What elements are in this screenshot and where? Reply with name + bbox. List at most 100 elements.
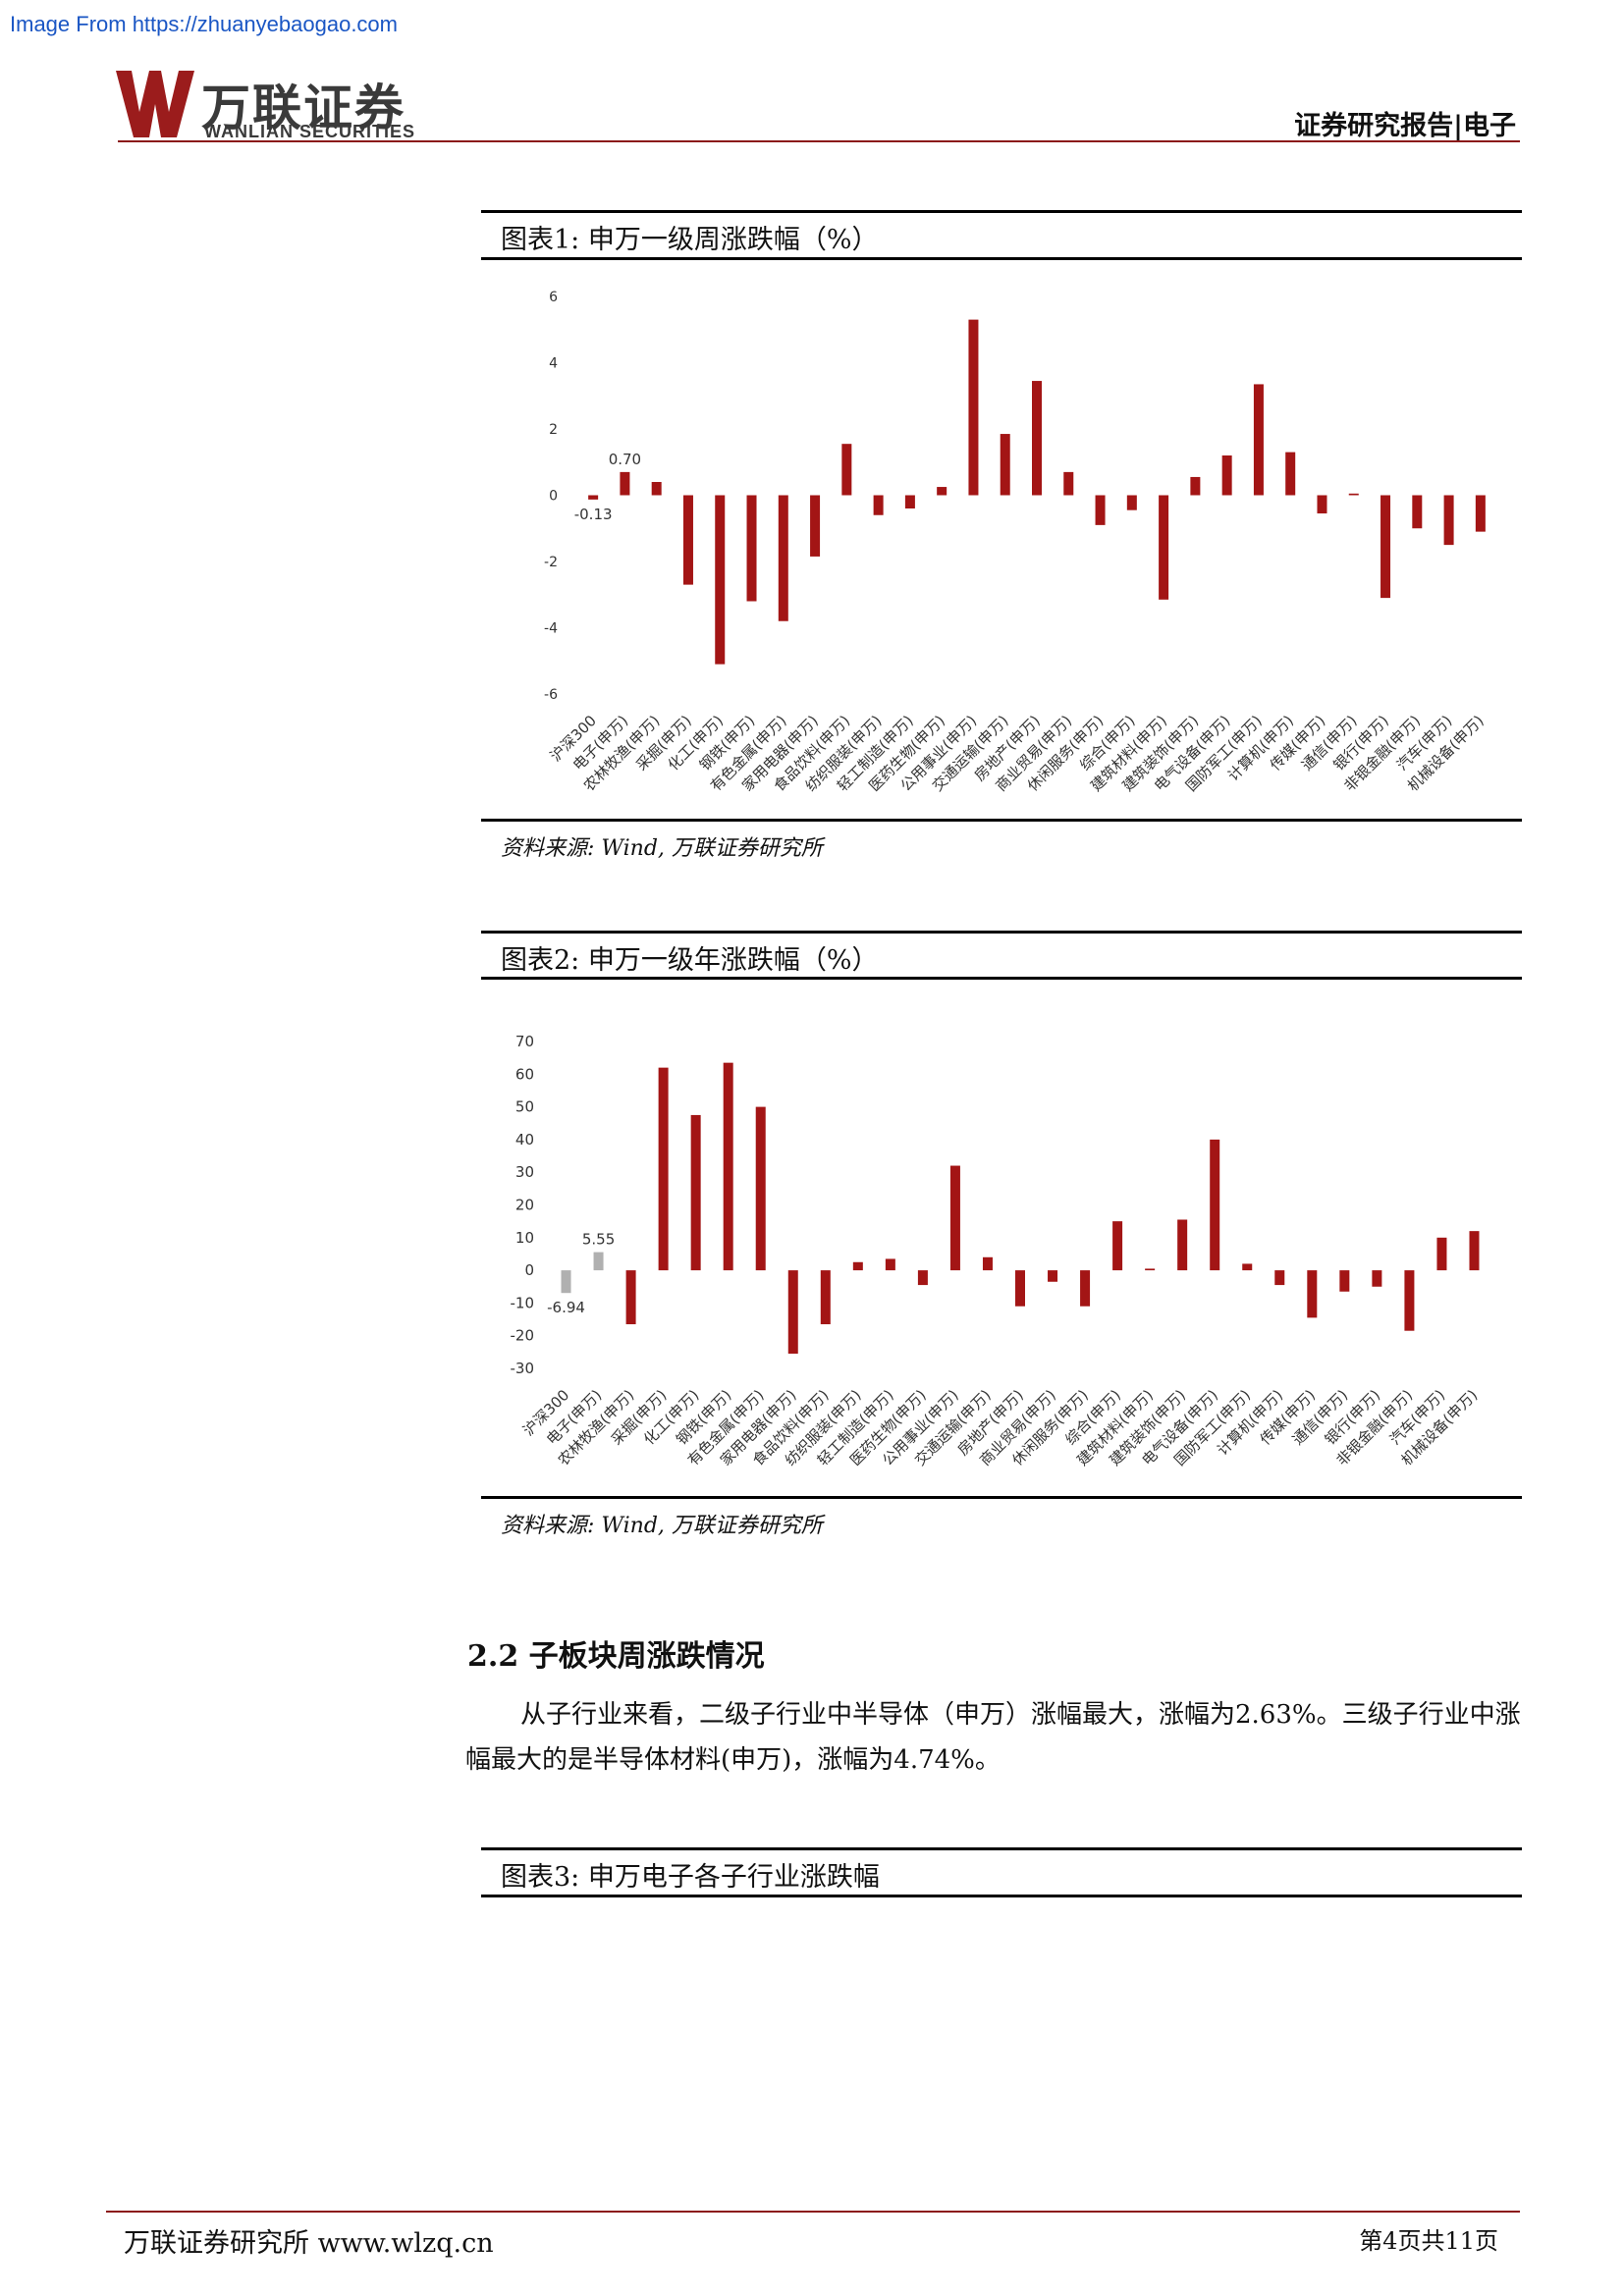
bar bbox=[1126, 495, 1137, 510]
bar bbox=[852, 1261, 863, 1271]
figure-1-title-rule bbox=[481, 257, 1522, 260]
y-tick-label: 6 bbox=[549, 290, 558, 305]
bar bbox=[873, 495, 884, 515]
y-tick-label: -10 bbox=[511, 1294, 535, 1311]
bar bbox=[1210, 1139, 1220, 1271]
y-tick-label: 70 bbox=[515, 1033, 534, 1050]
bar bbox=[593, 1252, 604, 1271]
bar bbox=[1372, 1270, 1382, 1287]
bar bbox=[723, 1062, 733, 1271]
bar bbox=[755, 1106, 766, 1271]
y-tick-label: 20 bbox=[515, 1197, 534, 1214]
logo-chinese-name: 万联证券 bbox=[201, 80, 406, 136]
report-tag: 证券研究报告|电子 bbox=[1294, 111, 1516, 141]
data-label: 0.70 bbox=[609, 451, 641, 468]
y-tick-label: 0 bbox=[549, 489, 558, 505]
bar bbox=[1112, 1221, 1123, 1271]
figure-2-top-rule bbox=[481, 931, 1522, 934]
bar bbox=[1274, 1270, 1285, 1286]
bar bbox=[820, 1270, 831, 1325]
header-divider bbox=[118, 140, 1520, 142]
bar bbox=[561, 1270, 571, 1294]
bar bbox=[746, 495, 757, 602]
bar bbox=[1221, 455, 1232, 496]
footer-website: 万联证券研究所 www.wlzq.cn bbox=[124, 2228, 494, 2259]
bar bbox=[1475, 495, 1486, 532]
bar bbox=[1080, 1270, 1091, 1307]
section-paragraph: 从子行业来看，二级子行业中半导体（申万）涨幅最大，涨幅为2.63%。三级子行业中… bbox=[465, 1700, 1521, 1775]
bar bbox=[917, 1270, 928, 1286]
figure-1-chart: 6420-2-4-6沪深300电子(申万)农林牧渔(申万)采掘(申万)化工(申万… bbox=[544, 290, 1488, 795]
data-label: -6.94 bbox=[547, 1299, 585, 1316]
bar bbox=[1063, 471, 1074, 496]
bar bbox=[625, 1270, 636, 1325]
y-tick-label: 40 bbox=[515, 1131, 534, 1148]
y-tick-label: -2 bbox=[544, 555, 558, 570]
figure-3-top-rule bbox=[481, 1847, 1522, 1850]
y-tick-label: -4 bbox=[544, 621, 558, 637]
bar bbox=[982, 1256, 993, 1271]
bar bbox=[841, 444, 852, 496]
y-tick-label: 50 bbox=[515, 1098, 534, 1116]
watermark-text: Image From https://zhuanyebaogao.com bbox=[10, 12, 398, 36]
y-tick-label: 4 bbox=[549, 356, 558, 372]
page-number: 第4页共11页 bbox=[1359, 2227, 1498, 2255]
figure-1-source: 资料来源: Wind, 万联证券研究所 bbox=[501, 836, 823, 861]
bar bbox=[1095, 495, 1106, 525]
y-tick-label: 30 bbox=[515, 1163, 534, 1181]
figure-1-title: 图表1: 申万一级周涨跌幅（%） bbox=[501, 225, 879, 255]
bar bbox=[658, 1067, 669, 1271]
data-label: -0.13 bbox=[574, 506, 613, 523]
bar bbox=[715, 495, 726, 665]
figure-1-bottom-rule bbox=[481, 819, 1522, 822]
bar bbox=[1285, 452, 1296, 496]
bar bbox=[690, 1114, 701, 1271]
bar bbox=[682, 495, 693, 585]
figure-2-chart: 706050403020100-10-20-30沪深300电子(申万)农林牧渔(… bbox=[511, 1033, 1482, 1469]
bar bbox=[1048, 1270, 1058, 1282]
bar bbox=[1032, 381, 1042, 496]
y-tick-label: 0 bbox=[524, 1261, 534, 1279]
bar bbox=[1443, 495, 1454, 546]
bar bbox=[787, 1270, 798, 1355]
bar bbox=[1159, 495, 1169, 600]
bar bbox=[588, 495, 599, 500]
figure-2-source: 资料来源: Wind, 万联证券研究所 bbox=[501, 1514, 823, 1538]
figure-3-title: 图表3: 申万电子各子行业涨跌幅 bbox=[501, 1862, 880, 1893]
bar bbox=[949, 1165, 960, 1271]
figure-1-top-rule bbox=[481, 210, 1522, 213]
y-tick-label: -20 bbox=[511, 1327, 535, 1345]
bar bbox=[1190, 476, 1201, 496]
footer-divider bbox=[106, 2211, 1520, 2213]
data-label: 5.55 bbox=[582, 1231, 615, 1249]
bar bbox=[1253, 384, 1264, 496]
bar bbox=[968, 319, 979, 496]
bar bbox=[1242, 1263, 1253, 1271]
y-tick-label: 2 bbox=[549, 422, 558, 438]
bar bbox=[1436, 1237, 1447, 1271]
bar bbox=[885, 1258, 895, 1271]
bar bbox=[1000, 434, 1010, 496]
bar bbox=[620, 471, 630, 496]
bar bbox=[1015, 1270, 1025, 1307]
figure-3-title-rule bbox=[481, 1895, 1522, 1897]
y-tick-label: -30 bbox=[511, 1360, 535, 1377]
bar bbox=[1339, 1270, 1350, 1292]
bar bbox=[651, 482, 662, 496]
figure-2-title: 图表2: 申万一级年涨跌幅（%） bbox=[501, 945, 879, 976]
figure-2-bottom-rule bbox=[481, 1496, 1522, 1499]
y-tick-label: 10 bbox=[515, 1229, 534, 1247]
bar bbox=[1404, 1270, 1415, 1331]
bar bbox=[1380, 495, 1391, 599]
logo-english-name: WANLIAN SECURITIES bbox=[204, 122, 416, 141]
section-heading: 2.2 子板块周涨跌情况 bbox=[467, 1639, 765, 1674]
bar bbox=[1145, 1268, 1156, 1271]
wanlian-logo-mark bbox=[116, 71, 194, 137]
bar bbox=[1412, 495, 1423, 529]
bar bbox=[1177, 1219, 1188, 1271]
bar bbox=[1317, 495, 1327, 514]
figure-2-title-rule bbox=[481, 977, 1522, 980]
y-tick-label: 60 bbox=[515, 1065, 534, 1083]
bar bbox=[1469, 1231, 1480, 1271]
y-tick-label: -6 bbox=[544, 687, 558, 703]
